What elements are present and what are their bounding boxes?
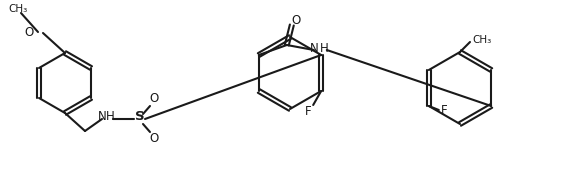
Text: N: N bbox=[97, 111, 106, 124]
Text: S: S bbox=[135, 111, 145, 124]
Text: F: F bbox=[305, 104, 311, 117]
Text: F: F bbox=[441, 104, 448, 117]
Text: N: N bbox=[310, 43, 318, 56]
Text: H: H bbox=[319, 43, 328, 56]
Text: O: O bbox=[149, 132, 158, 145]
Text: O: O bbox=[291, 14, 301, 27]
Text: H: H bbox=[106, 111, 114, 124]
Text: CH₃: CH₃ bbox=[472, 35, 491, 45]
Text: CH₃: CH₃ bbox=[8, 4, 28, 14]
Text: O: O bbox=[24, 25, 33, 38]
Text: O: O bbox=[149, 93, 158, 106]
